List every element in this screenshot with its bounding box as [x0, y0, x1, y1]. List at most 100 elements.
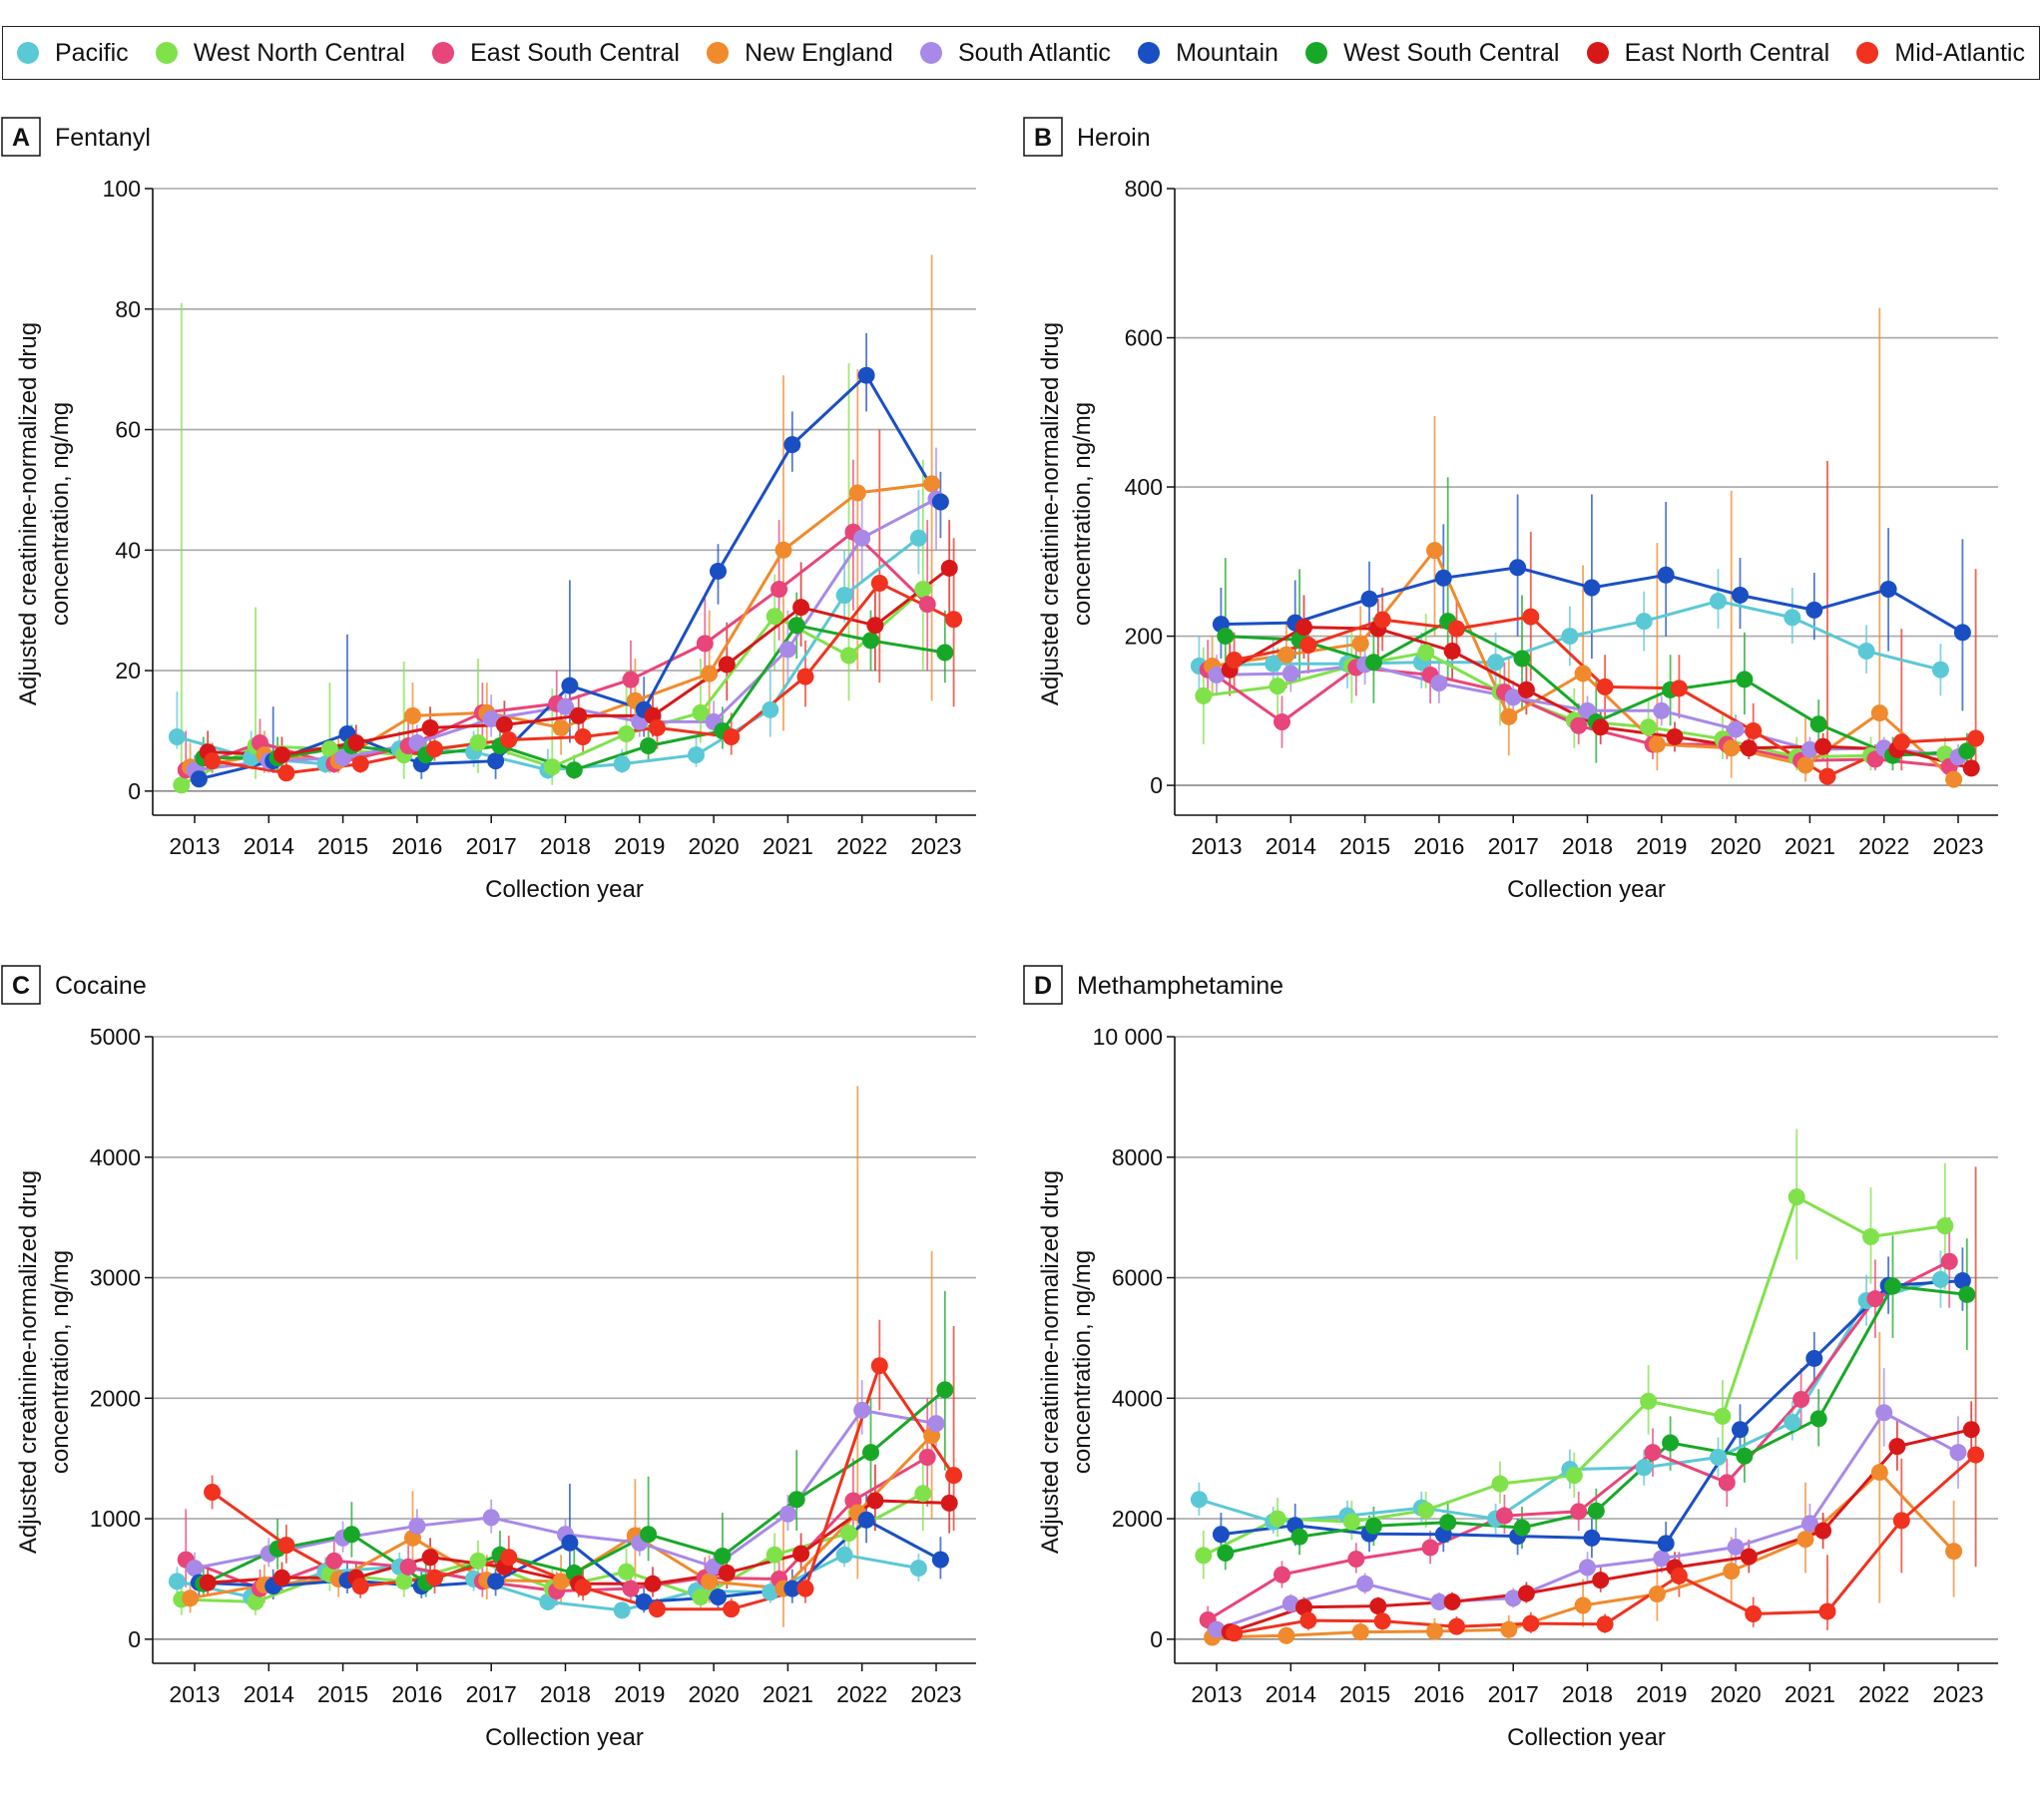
- y-tick-label: 6000: [1112, 1265, 1163, 1291]
- data-point-pacific: [1265, 655, 1282, 673]
- x-tick-label: 2015: [1339, 1681, 1390, 1707]
- data-point-mountain: [1360, 590, 1378, 608]
- data-point-mid-atlantic: [648, 1600, 666, 1618]
- x-tick-label: 2016: [1413, 1681, 1464, 1707]
- x-tick-label: 2014: [1266, 1681, 1316, 1707]
- y-tick-label: 0: [128, 778, 141, 804]
- data-point-east-north-central: [1666, 728, 1684, 745]
- data-point-west-north-central: [766, 608, 783, 626]
- legend-item-mountain: Mountain: [1138, 39, 1278, 68]
- data-point-west-north-central: [1491, 1475, 1509, 1493]
- data-point-south-atlantic: [408, 734, 426, 752]
- data-point-south-atlantic: [1800, 1515, 1818, 1533]
- data-point-new-england: [1796, 756, 1814, 774]
- x-tick-label: 2020: [689, 1681, 740, 1707]
- data-point-west-north-central: [173, 776, 191, 794]
- data-point-mountain: [1953, 1272, 1971, 1290]
- data-point-mountain: [635, 1592, 653, 1610]
- legend-item-east-south-central: East South Central: [432, 39, 680, 68]
- legend-marker: [1586, 42, 1609, 64]
- data-point-mid-atlantic: [204, 1484, 222, 1502]
- data-point-east-north-central: [866, 1492, 884, 1510]
- legend-label: West North Central: [193, 38, 405, 67]
- data-point-mid-atlantic: [1967, 729, 1985, 747]
- data-point-west-south-central: [1958, 742, 1976, 760]
- data-point-west-north-central: [1714, 1407, 1732, 1425]
- data-point-west-north-central: [1640, 718, 1658, 736]
- data-point-new-england: [1500, 707, 1518, 725]
- chart-heroin: B Heroin 0 200 400 600 800 2013 2014 2015 2016 2017…: [1023, 117, 1998, 903]
- data-point-west-south-central: [1809, 715, 1827, 733]
- legend-item-west-south-central: West South Central: [1305, 39, 1559, 68]
- data-point-east-north-central: [347, 734, 365, 752]
- data-point-east-north-central: [718, 656, 736, 674]
- x-tick-label: 2014: [1266, 833, 1316, 859]
- data-point-east-north-central: [866, 617, 884, 635]
- data-point-south-atlantic: [1579, 1559, 1596, 1577]
- data-point-mid-atlantic: [945, 1467, 963, 1485]
- data-point-mid-atlantic: [1522, 608, 1540, 626]
- data-point-new-england: [1574, 1596, 1592, 1614]
- data-point-mountain: [857, 366, 875, 384]
- data-point-mountain: [857, 1511, 875, 1529]
- x-tick-label: 2022: [1858, 833, 1909, 859]
- data-point-west-north-central: [1195, 686, 1213, 704]
- data-point-east-north-central: [421, 718, 439, 736]
- data-point-pacific: [762, 700, 779, 718]
- data-point-new-england: [1723, 1563, 1741, 1580]
- data-point-pacific: [1784, 609, 1801, 627]
- data-point-mid-atlantic: [1670, 1567, 1688, 1584]
- x-tick-label: 2021: [763, 1681, 813, 1707]
- data-point-new-england: [1796, 1531, 1814, 1549]
- data-point-east-south-central: [1421, 1539, 1439, 1557]
- panel-title: Fentanyl: [55, 124, 151, 152]
- data-point-west-south-central: [1736, 671, 1754, 688]
- data-point-pacific: [613, 1601, 631, 1619]
- panel-heroin: B Heroin 0 200 400 600 800 2013 2014 2015 2016 2017…: [1022, 110, 2044, 958]
- panel-methamphetamine: D Methamphetamine 0 2000 4000 6000 8000 10 000 2…: [1022, 958, 2044, 1806]
- data-point-new-england: [701, 1573, 719, 1590]
- data-point-east-south-central: [1570, 716, 1588, 734]
- legend-item-south-atlantic: South Atlantic: [920, 39, 1111, 68]
- data-point-mountain: [710, 1588, 727, 1606]
- data-point-east-south-central: [1866, 1290, 1884, 1308]
- y-axis-title: Adjusted creatinine-normalized drug: [15, 322, 42, 705]
- data-point-mountain: [931, 1551, 949, 1569]
- data-point-east-north-central: [570, 706, 588, 724]
- x-tick-label: 2014: [244, 833, 294, 859]
- data-point-new-england: [1723, 739, 1741, 757]
- data-point-west-south-central: [1364, 1517, 1382, 1535]
- data-point-mountain: [710, 562, 727, 580]
- data-point-mid-atlantic: [723, 728, 741, 745]
- data-point-pacific: [1931, 661, 1949, 678]
- x-tick-label: 2019: [614, 1681, 665, 1707]
- panel-letter-box: [1023, 965, 1063, 1005]
- panel-fentanyl: A Fentanyl 0 20 40 60 80 100 2013 2014 2015 2016 201…: [0, 110, 1022, 958]
- chart-methamphetamine: D Methamphetamine 0 2000 4000 6000 8000 10 000 2…: [1023, 965, 1998, 1751]
- data-point-west-south-central: [1662, 1434, 1680, 1452]
- data-point-east-north-central: [940, 1494, 958, 1512]
- data-point-east-north-central: [421, 1549, 439, 1567]
- x-axis-title: Collection year: [1507, 876, 1666, 903]
- data-point-pacific: [168, 728, 186, 745]
- data-point-mid-atlantic: [1670, 679, 1688, 697]
- legend-marker: [17, 42, 39, 64]
- y-tick-label: 5000: [90, 1024, 141, 1050]
- data-point-mid-atlantic: [500, 731, 518, 749]
- data-point-mid-atlantic: [351, 755, 369, 773]
- y-axis-title: concentration, ng/mg: [47, 402, 74, 626]
- data-point-new-england: [182, 1589, 200, 1607]
- data-point-east-south-central: [1347, 1551, 1365, 1569]
- legend: Pacific West North Central East South Cent…: [2, 26, 2040, 80]
- y-tick-label: 20: [115, 658, 141, 683]
- data-point-west-south-central: [640, 1526, 658, 1544]
- data-point-mountain: [1879, 580, 1897, 598]
- data-point-east-north-central: [644, 1575, 662, 1592]
- data-point-west-north-central: [692, 703, 710, 721]
- data-point-west-north-central: [320, 740, 338, 758]
- data-point-mountain: [487, 752, 505, 770]
- data-point-new-england: [1426, 542, 1443, 560]
- data-point-mid-atlantic: [1818, 1602, 1836, 1620]
- data-point-mountain: [1657, 1535, 1675, 1553]
- legend-item-east-north-central: East North Central: [1586, 39, 1829, 68]
